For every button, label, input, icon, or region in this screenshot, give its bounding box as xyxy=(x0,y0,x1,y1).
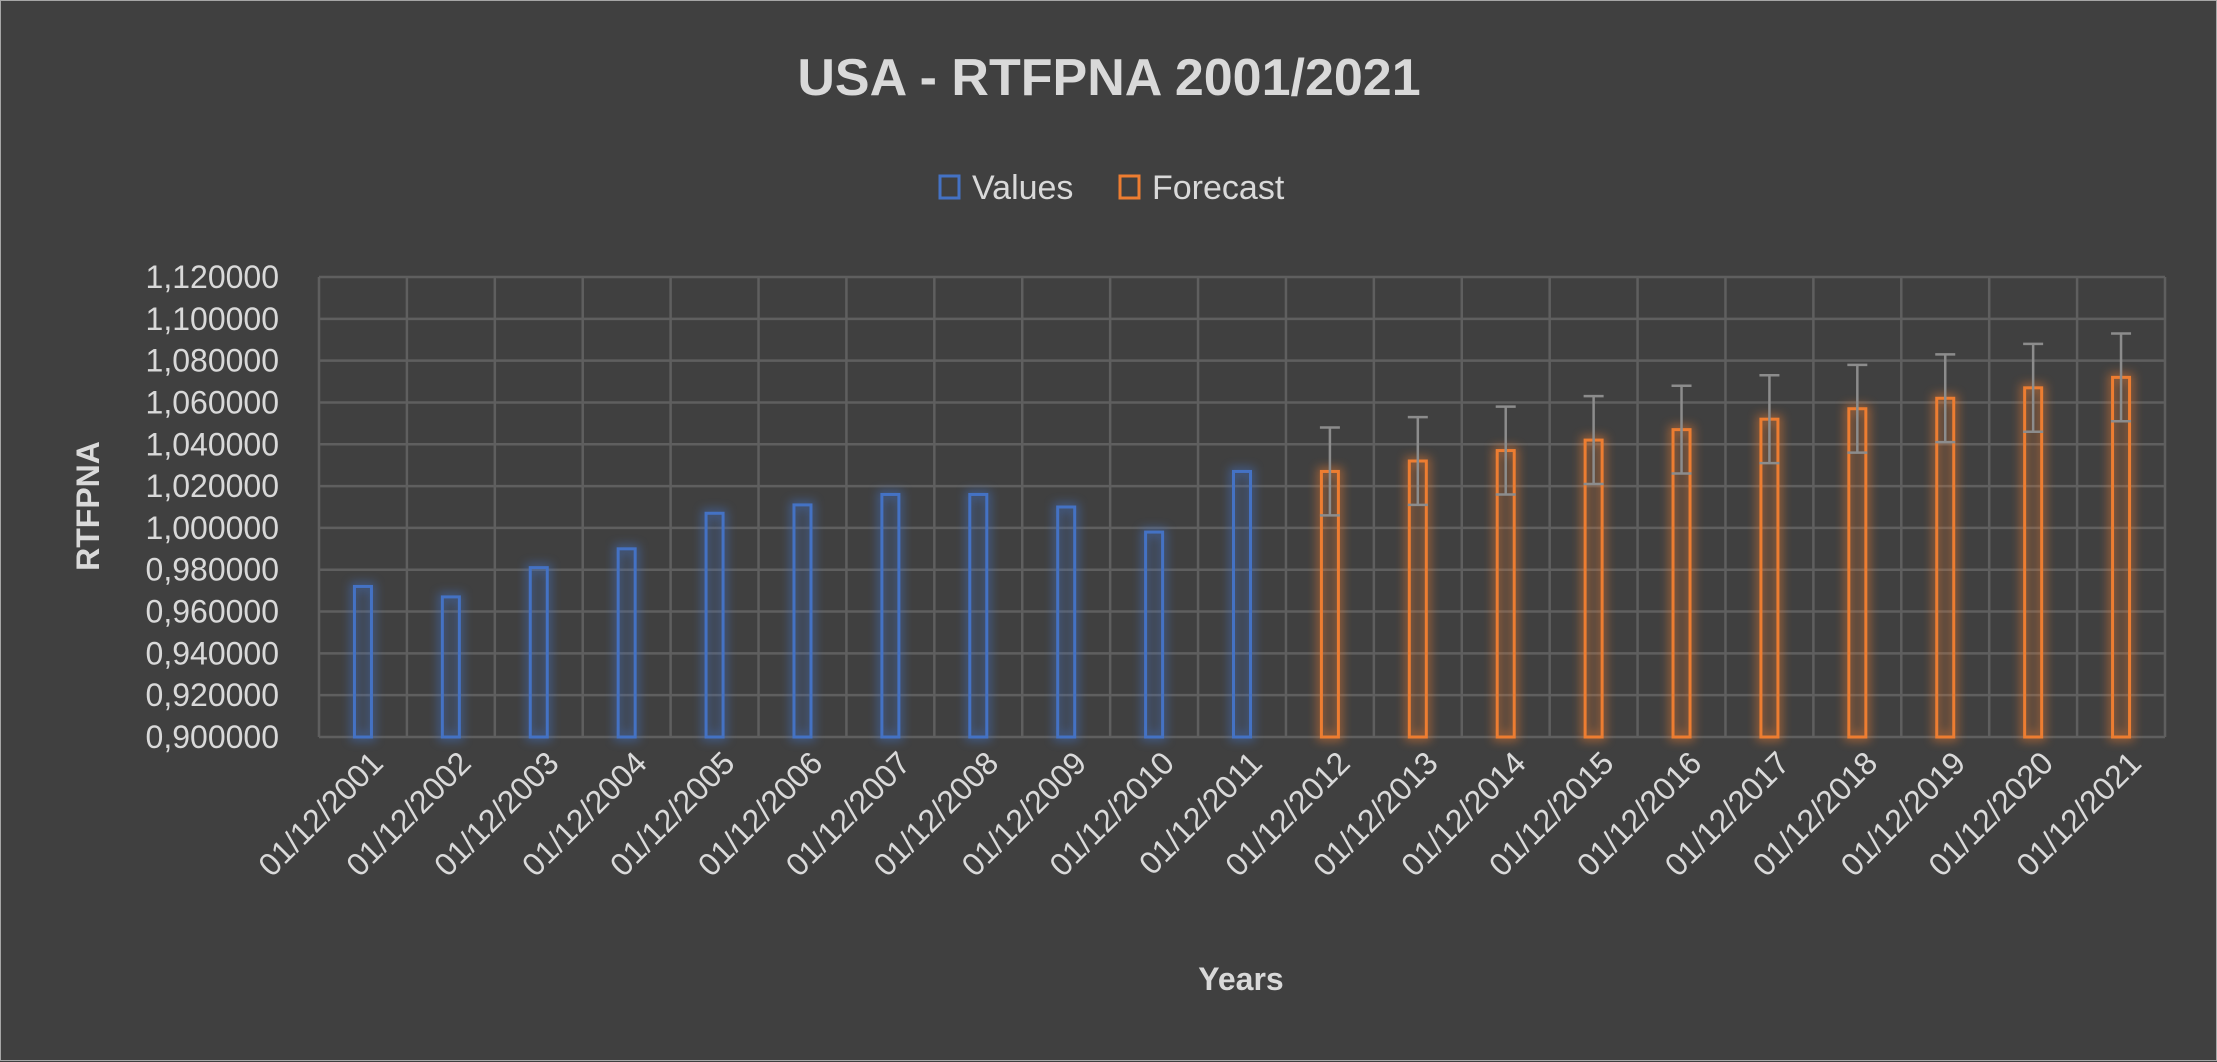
chart-title: USA - RTFPNA 2001/2021 xyxy=(797,49,1420,107)
bar-values-01/12/2009 xyxy=(1053,503,1079,741)
bar-outline xyxy=(616,547,637,739)
legend-label-forecast: Forecast xyxy=(1152,169,1285,207)
bar-outline xyxy=(528,566,549,739)
bar-outline xyxy=(968,492,989,739)
bar-forecast-01/12/2019 xyxy=(1932,353,1958,741)
bar-glow xyxy=(1932,394,1958,741)
bar-glow xyxy=(1053,503,1079,741)
bar-values-01/12/2002 xyxy=(438,592,464,742)
bar-glow xyxy=(702,509,728,741)
bar-forecast-01/12/2013 xyxy=(1405,415,1431,741)
bar-glow xyxy=(1844,404,1870,741)
bar-glow xyxy=(789,500,815,741)
legend-swatch-forecast xyxy=(1118,174,1141,200)
bar-glow xyxy=(877,490,903,742)
bar-forecast-01/12/2020 xyxy=(2020,342,2046,741)
bar-forecast-01/12/2018 xyxy=(1844,363,1870,741)
bar-outline xyxy=(1056,505,1077,739)
y-axis-ticks: 0,900000 0,920000 0,940000 0,960000 0,980000… xyxy=(146,259,279,755)
bar-outline xyxy=(1232,469,1252,739)
bar-glow xyxy=(350,582,376,741)
bar-glow xyxy=(614,544,640,741)
bar-outline xyxy=(704,511,725,739)
bar-values-01/12/2010 xyxy=(1141,528,1167,741)
bar-forecast-01/12/2012 xyxy=(1317,426,1343,741)
bar-values-01/12/2005 xyxy=(702,509,728,741)
bar-forecast-01/12/2016 xyxy=(1669,384,1695,741)
bar-glow xyxy=(2108,373,2134,741)
y-tick-label: 0,920000 xyxy=(146,677,279,713)
bar-forecast-01/12/2021 xyxy=(2108,332,2134,741)
bar-outline xyxy=(792,503,813,739)
bar-values-01/12/2008 xyxy=(965,490,991,742)
bar-values-01/12/2006 xyxy=(789,500,815,741)
y-tick-label: 1,000000 xyxy=(146,510,279,546)
gridlines xyxy=(317,275,2167,739)
bar-glow xyxy=(1669,425,1695,741)
bar-forecast-01/12/2014 xyxy=(1493,405,1519,741)
y-tick-label: 1,080000 xyxy=(146,343,279,379)
y-axis-title: RTFPNA xyxy=(70,441,106,571)
bar-values-01/12/2001 xyxy=(350,582,376,741)
legend-swatch-values xyxy=(938,174,961,200)
bar-outline xyxy=(880,492,901,739)
y-tick-label: 1,100000 xyxy=(146,301,279,337)
y-tick-label: 1,040000 xyxy=(146,426,279,462)
bar-values-01/12/2007 xyxy=(877,490,903,742)
bar-glow xyxy=(1756,415,1782,741)
y-tick-label: 0,940000 xyxy=(146,635,279,671)
bar-values-01/12/2011 xyxy=(1229,467,1255,741)
y-tick-label: 0,960000 xyxy=(146,594,279,630)
legend: Values Forecast xyxy=(938,169,1285,207)
bar-forecast-01/12/2017 xyxy=(1756,374,1782,741)
bar-glow xyxy=(1141,528,1167,741)
legend-label-values: Values xyxy=(972,169,1073,207)
bar-outline xyxy=(440,595,461,739)
y-tick-label: 0,900000 xyxy=(146,719,279,755)
bar-glow xyxy=(2020,383,2046,741)
y-tick-label: 1,120000 xyxy=(146,259,279,295)
bar-glow xyxy=(965,490,991,742)
bar-outline xyxy=(352,584,373,739)
y-tick-label: 0,980000 xyxy=(146,552,279,588)
x-axis-title: Years xyxy=(1198,961,1283,997)
bar-glow xyxy=(438,592,464,742)
y-tick-label: 1,060000 xyxy=(146,384,279,420)
bars xyxy=(350,332,2134,742)
y-tick-label: 1,020000 xyxy=(146,468,279,504)
bar-values-01/12/2004 xyxy=(614,544,640,741)
bar-glow xyxy=(1229,467,1255,741)
bar-values-01/12/2003 xyxy=(526,563,552,741)
bar-forecast-01/12/2015 xyxy=(1581,394,1607,741)
bar-outline xyxy=(1144,530,1165,739)
x-axis-ticks: 01/12/200101/12/200201/12/200301/12/2004… xyxy=(251,744,2148,883)
